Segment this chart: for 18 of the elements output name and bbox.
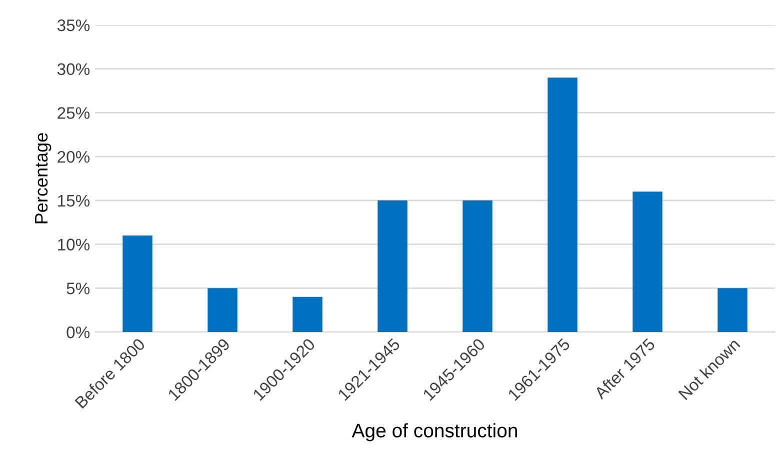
y-tick-label: 5%	[66, 282, 90, 294]
bar	[462, 200, 492, 332]
y-tick-label: 30%	[57, 63, 90, 76]
x-axis-title: Age of construction	[352, 423, 517, 442]
y-tick-label: 0%	[66, 326, 90, 338]
y-tick-label: 35%	[57, 19, 90, 32]
bar	[208, 288, 238, 332]
bar	[718, 288, 748, 332]
bar	[632, 192, 662, 332]
y-axis-title: Percentage	[35, 133, 52, 224]
bar	[122, 236, 152, 332]
bar	[292, 296, 322, 332]
bar	[378, 200, 408, 332]
y-tick-label: 10%	[58, 238, 90, 250]
y-tick-label: 25%	[58, 107, 90, 119]
bar	[548, 78, 578, 332]
y-tick-label: 15%	[58, 194, 90, 207]
y-tick-label: 20%	[58, 150, 90, 163]
